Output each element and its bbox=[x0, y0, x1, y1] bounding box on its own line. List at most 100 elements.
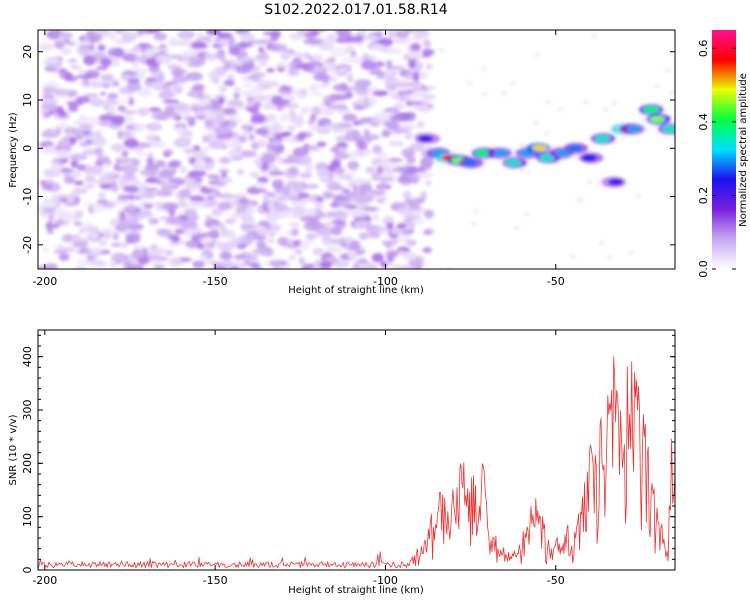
heatmap-noise-cell bbox=[56, 243, 65, 249]
heatmap-noise-cell bbox=[422, 39, 432, 49]
heatmap-noise-cell bbox=[103, 99, 120, 106]
heatmap-noise-cell bbox=[283, 103, 300, 109]
heatmap-noise-cell bbox=[66, 101, 83, 106]
heatmap-noise-cell bbox=[303, 221, 322, 231]
heatmap-noise-cell bbox=[173, 138, 192, 148]
heatmap-noise-cell bbox=[326, 247, 344, 253]
heatmap-noise-cell bbox=[100, 227, 115, 234]
heatmap-noise-cell bbox=[217, 96, 225, 104]
y-tick-label: 100 bbox=[21, 506, 34, 527]
heatmap-noise-cell bbox=[289, 254, 296, 260]
heatmap-noise-cell bbox=[110, 117, 123, 123]
heatmap-noise-cell bbox=[122, 53, 136, 60]
heatmap-noise-cell bbox=[375, 161, 390, 169]
heatmap-signal-cell bbox=[532, 145, 547, 152]
heatmap-noise-cell bbox=[326, 181, 342, 191]
heatmap-noise-cell bbox=[272, 260, 282, 269]
heatmap-noise-cell bbox=[102, 162, 112, 169]
heatmap-noise-cell bbox=[311, 54, 324, 61]
heatmap-noise-cell bbox=[271, 179, 284, 190]
heatmap-noise-cell bbox=[288, 96, 296, 103]
heatmap-noise-cell bbox=[401, 251, 417, 261]
heatmap-noise-cell bbox=[53, 249, 66, 254]
heatmap-noise-cell bbox=[139, 168, 158, 177]
heatmap-noise-cell bbox=[387, 162, 401, 169]
heatmap-noise-cell bbox=[385, 250, 399, 258]
heatmap-noise-cell bbox=[180, 50, 192, 58]
x-tick-label: -100 bbox=[373, 275, 398, 288]
heatmap-noise-cell bbox=[106, 103, 115, 113]
heatmap-noise-cell bbox=[94, 180, 107, 185]
heatmap-noise-cell bbox=[354, 104, 367, 111]
heatmap-noise-cell bbox=[251, 85, 265, 95]
heatmap-noise-cell bbox=[276, 63, 290, 68]
heatmap-noise-cell bbox=[235, 211, 253, 218]
heatmap-noise-cell bbox=[308, 83, 319, 92]
heatmap-noise-cell bbox=[194, 175, 203, 183]
heatmap-noise-cell bbox=[210, 117, 226, 125]
heatmap-noise-cell bbox=[239, 197, 248, 205]
heatmap-noise-cell bbox=[397, 206, 414, 216]
heatmap-noise-cell bbox=[84, 183, 95, 189]
heatmap-noise-cell bbox=[254, 128, 269, 136]
x-tick-label: -200 bbox=[32, 574, 57, 587]
heatmap-noise-cell bbox=[127, 263, 145, 269]
heatmap-noise-cell bbox=[292, 57, 302, 63]
heatmap-noise-cell bbox=[256, 228, 269, 237]
heatmap-x-label: Height of straight line (km) bbox=[288, 285, 424, 296]
heatmap-noise-cell bbox=[363, 206, 379, 212]
heatmap-noise-cell bbox=[145, 122, 163, 131]
heatmap-noise-cell bbox=[420, 191, 427, 201]
heatmap-noise-cell bbox=[374, 61, 385, 68]
heatmap-noise-cell bbox=[255, 139, 267, 148]
heatmap-cells bbox=[38, 30, 675, 269]
heatmap-noise-cell bbox=[386, 47, 403, 55]
heatmap-noise-cell bbox=[388, 140, 405, 147]
heatmap-noise-cell bbox=[350, 178, 369, 185]
heatmap-noise-cell bbox=[145, 30, 161, 34]
x-tick-label: -100 bbox=[373, 574, 398, 587]
heatmap-noise-cell bbox=[240, 33, 255, 42]
heatmap-noise-cell bbox=[219, 176, 234, 184]
heatmap-signal-cell bbox=[650, 116, 665, 123]
heatmap-noise-cell bbox=[74, 210, 84, 219]
heatmap-noise-cell bbox=[155, 54, 173, 65]
heatmap-noise-cell bbox=[188, 170, 197, 178]
heatmap-noise-cell bbox=[467, 81, 474, 86]
heatmap-noise-cell bbox=[41, 130, 60, 139]
heatmap-noise-cell bbox=[254, 181, 266, 189]
heatmap-noise-cell bbox=[78, 227, 87, 234]
heatmap-noise-cell bbox=[668, 90, 675, 95]
heatmap-noise-cell bbox=[354, 211, 369, 216]
heatmap-noise-cell bbox=[46, 56, 60, 64]
heatmap-noise-cell bbox=[390, 239, 399, 246]
heatmap-noise-cell bbox=[393, 102, 405, 110]
heatmap-noise-cell bbox=[366, 134, 381, 141]
heatmap-noise-cell bbox=[162, 202, 180, 210]
heatmap-noise-cell bbox=[167, 235, 177, 240]
heatmap-noise-cell bbox=[41, 184, 53, 191]
x-tick-label: -150 bbox=[203, 574, 228, 587]
heatmap-noise-cell bbox=[103, 200, 116, 209]
heatmap-noise-cell bbox=[211, 207, 223, 217]
heatmap-noise-cell bbox=[156, 201, 163, 212]
heatmap-noise-cell bbox=[407, 101, 424, 106]
heatmap-noise-cell bbox=[299, 172, 312, 179]
colorbar-tick-label: 0.2 bbox=[697, 187, 710, 205]
heatmap-noise-cell bbox=[364, 262, 377, 269]
heatmap-y-axis: -20 -10 0 10 20 bbox=[21, 45, 675, 254]
heatmap-noise-cell bbox=[408, 202, 420, 210]
heatmap-noise-cell bbox=[190, 63, 202, 68]
heatmap-noise-cell bbox=[251, 72, 267, 78]
heatmap-noise-cell bbox=[328, 34, 335, 44]
heatmap-noise-cell bbox=[174, 228, 185, 235]
heatmap-noise-cell bbox=[265, 211, 280, 222]
heatmap-noise-cell bbox=[425, 63, 433, 70]
heatmap-noise-cell bbox=[135, 142, 153, 148]
heatmap-noise-cell bbox=[86, 226, 100, 235]
heatmap-noise-cell bbox=[142, 208, 149, 217]
heatmap-noise-cell bbox=[268, 232, 276, 238]
heatmap-noise-cell bbox=[424, 180, 433, 186]
heatmap-noise-cell bbox=[366, 35, 380, 41]
heatmap-noise-cell bbox=[258, 61, 268, 66]
